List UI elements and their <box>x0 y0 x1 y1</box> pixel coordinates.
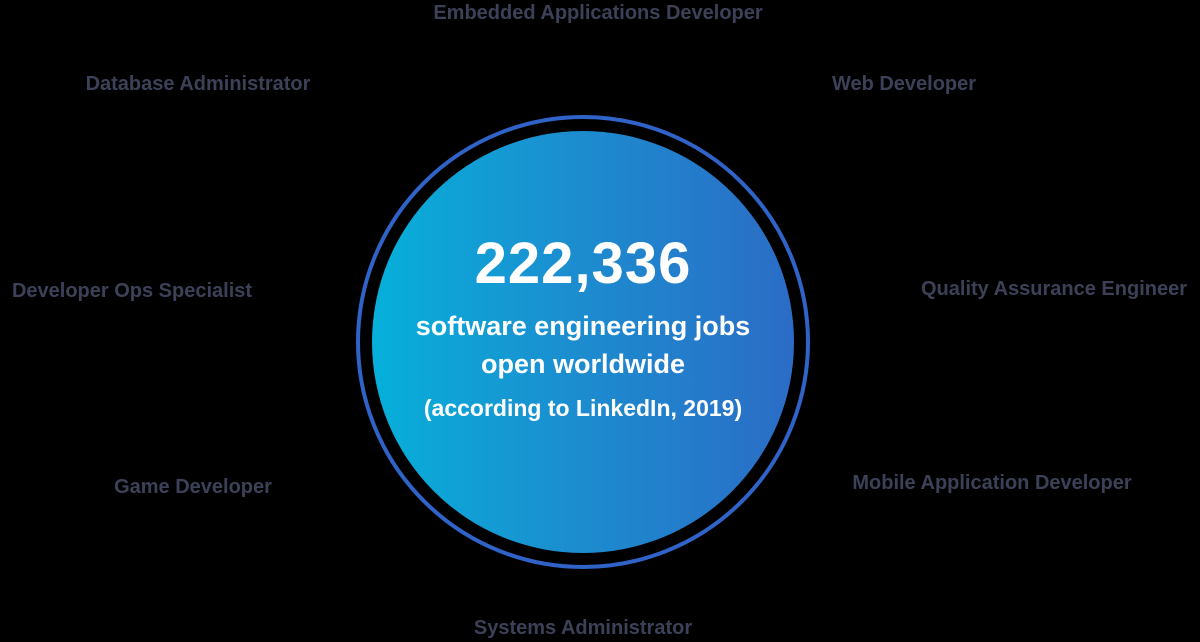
role-quality-assurance-engineer: Quality Assurance Engineer <box>920 278 1188 300</box>
role-database-administrator: Database Administrator <box>85 73 311 95</box>
role-mobile-application-developer: Mobile Application Developer <box>852 472 1132 494</box>
center-circle <box>372 131 794 553</box>
job-description-line-1: software engineering jobs <box>415 311 751 341</box>
role-developer-ops-specialist: Developer Ops Specialist <box>11 280 253 302</box>
source-note: (according to LinkedIn, 2019) <box>423 395 743 421</box>
center-text-block: 222,336 software engineering jobs open w… <box>372 131 794 553</box>
job-count: 222,336 <box>474 231 692 296</box>
role-game-developer: Game Developer <box>114 476 272 498</box>
outer-ring <box>356 115 810 569</box>
role-embedded-applications-developer: Embedded Applications Developer <box>433 2 763 24</box>
job-description-line-2: open worldwide <box>480 349 685 379</box>
role-systems-administrator: Systems Administrator <box>473 617 693 639</box>
role-web-developer: Web Developer <box>831 73 977 95</box>
